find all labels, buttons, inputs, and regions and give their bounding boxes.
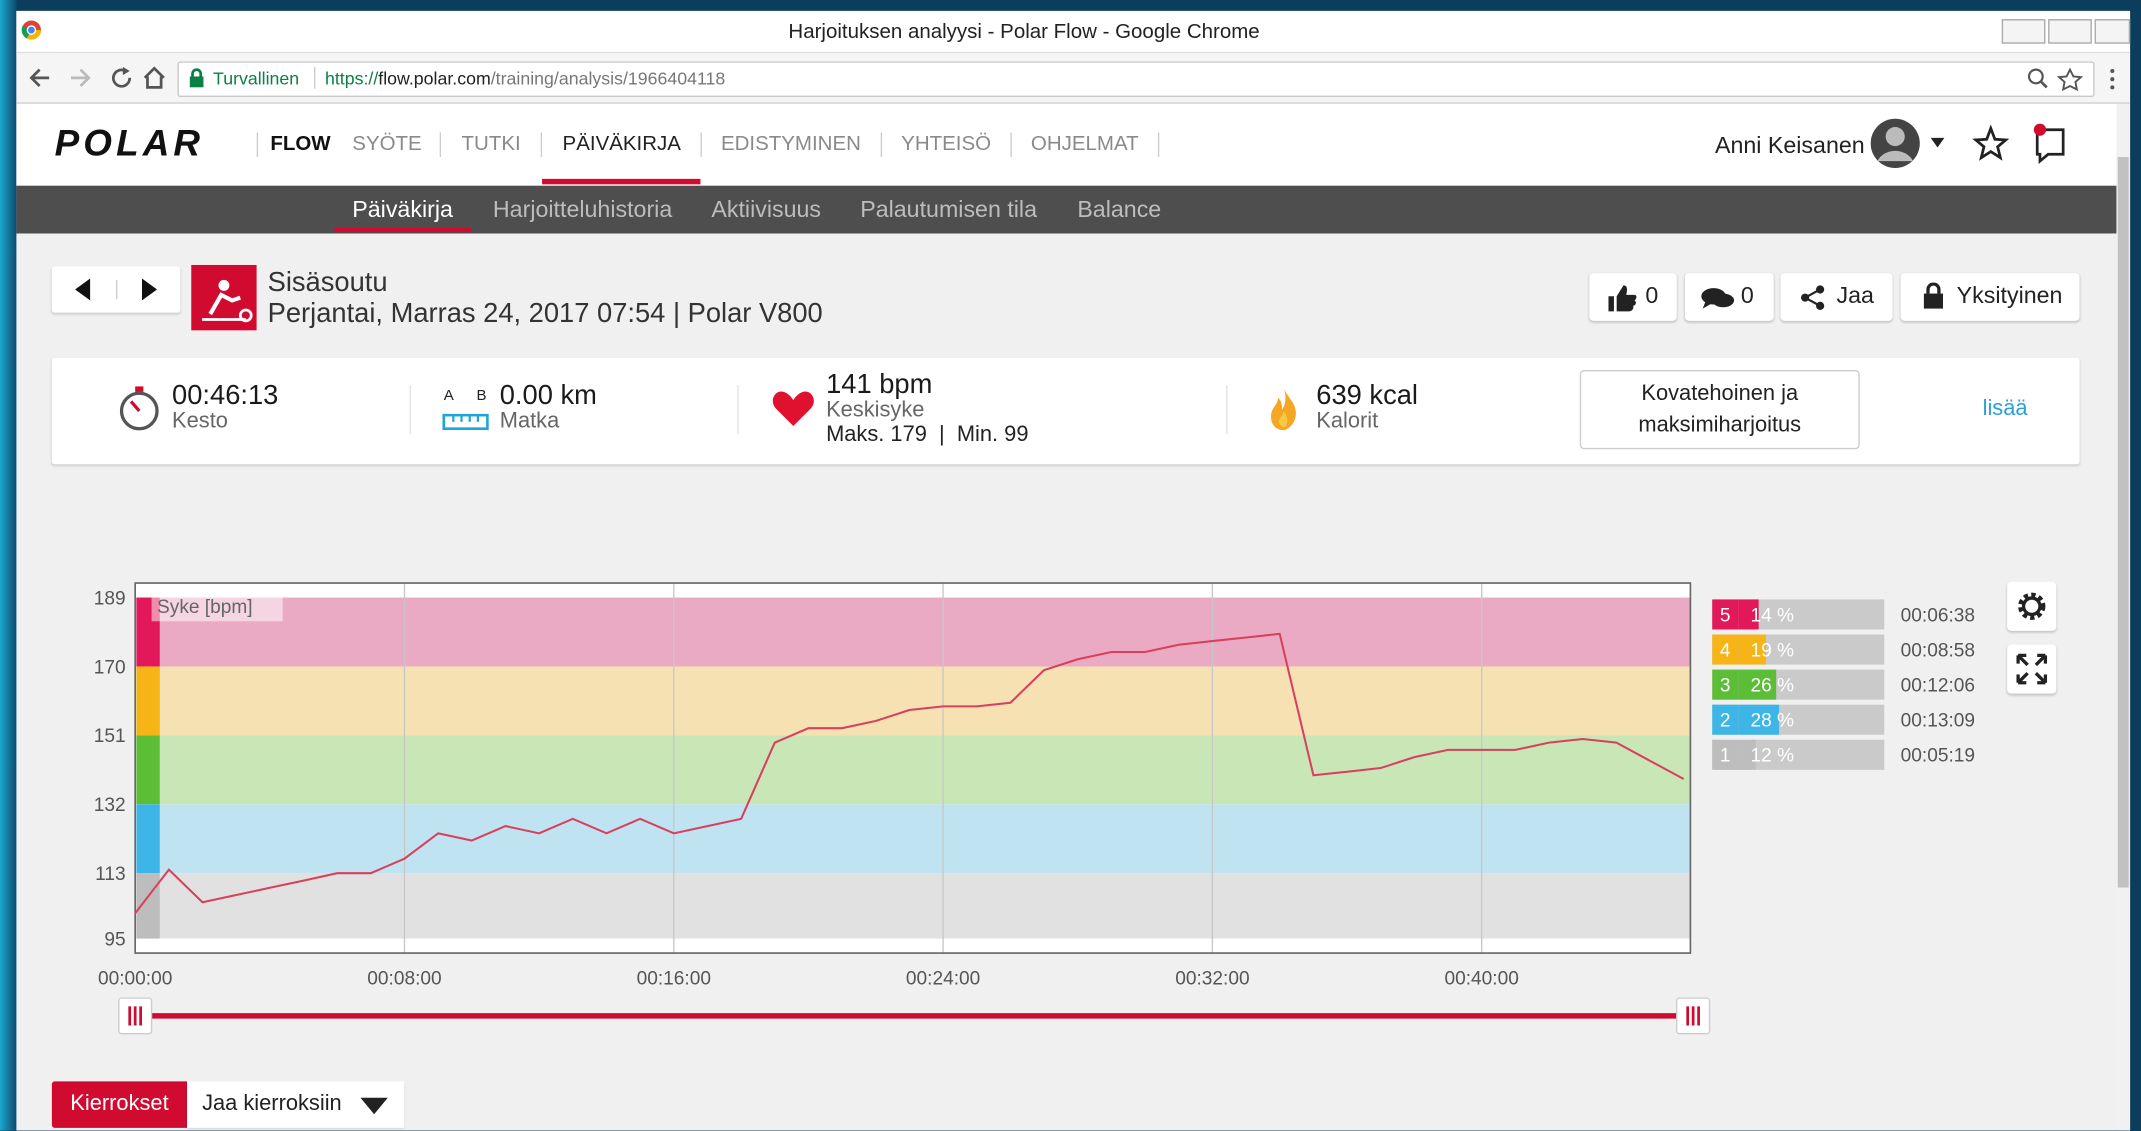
screen: Harjoituksen analyysi - Polar Flow - Goo… (0, 0, 2141, 1131)
y-tick-label: 170 (94, 657, 126, 678)
zone-number: 4 (1720, 640, 1731, 661)
zone-percent: 26 % (1750, 675, 1794, 696)
zone-band (135, 804, 1690, 873)
y-tick-label: 95 (104, 929, 125, 950)
page: Harjoituksen analyysi - Polar Flow - Goo… (0, 0, 2141, 1131)
range-slider-track (134, 1013, 1693, 1018)
x-tick-label: 00:40:00 (1444, 968, 1518, 989)
expand-icon (2014, 651, 2050, 687)
x-tick-label: 00:24:00 (906, 968, 980, 989)
zone-band (135, 735, 1690, 804)
y-axis-label: Syke [bpm] (157, 597, 253, 618)
range-handle-left[interactable] (117, 997, 153, 1035)
zone-percent: 14 % (1750, 605, 1794, 626)
zone-number: 3 (1720, 675, 1731, 696)
zone-time: 00:08:58 (1901, 640, 1975, 661)
range-handle-right[interactable] (1675, 997, 1711, 1035)
y-tick-label: 189 (94, 588, 126, 609)
laps-dropdown-label: Jaa kierroksiin (202, 1092, 342, 1117)
zone-time: 00:12:06 (1901, 675, 1975, 696)
x-tick-label: 00:08:00 (367, 968, 441, 989)
settings-icon (2014, 589, 2050, 625)
zone-strip (137, 666, 160, 735)
zone-time: 00:06:38 (1901, 605, 1975, 626)
zone-number: 5 (1720, 605, 1731, 626)
x-tick-label: 00:00:00 (98, 968, 172, 989)
y-tick-label: 132 (94, 795, 126, 816)
heart-rate-chart: 9511313215117018900:00:0000:08:0000:16:0… (0, 0, 2141, 1131)
zone-percent: 19 % (1750, 640, 1794, 661)
zone-strip (137, 735, 160, 804)
zone-time: 00:05:19 (1901, 746, 1975, 767)
y-tick-label: 151 (94, 726, 126, 747)
zone-band (135, 873, 1690, 938)
zone-band (135, 598, 1690, 667)
zone-percent: 12 % (1750, 746, 1794, 767)
zone-number: 1 (1720, 746, 1731, 767)
x-tick-label: 00:16:00 (637, 968, 711, 989)
zone-strip (137, 804, 160, 873)
zone-percent: 28 % (1750, 711, 1794, 732)
y-tick-label: 113 (95, 864, 125, 885)
zone-band (135, 666, 1690, 735)
zone-time: 00:13:09 (1901, 711, 1975, 732)
laps-button[interactable]: Kierrokset (52, 1081, 187, 1127)
x-tick-label: 00:32:00 (1175, 968, 1249, 989)
dropdown-caret (359, 1096, 389, 1115)
zone-number: 2 (1720, 711, 1731, 732)
